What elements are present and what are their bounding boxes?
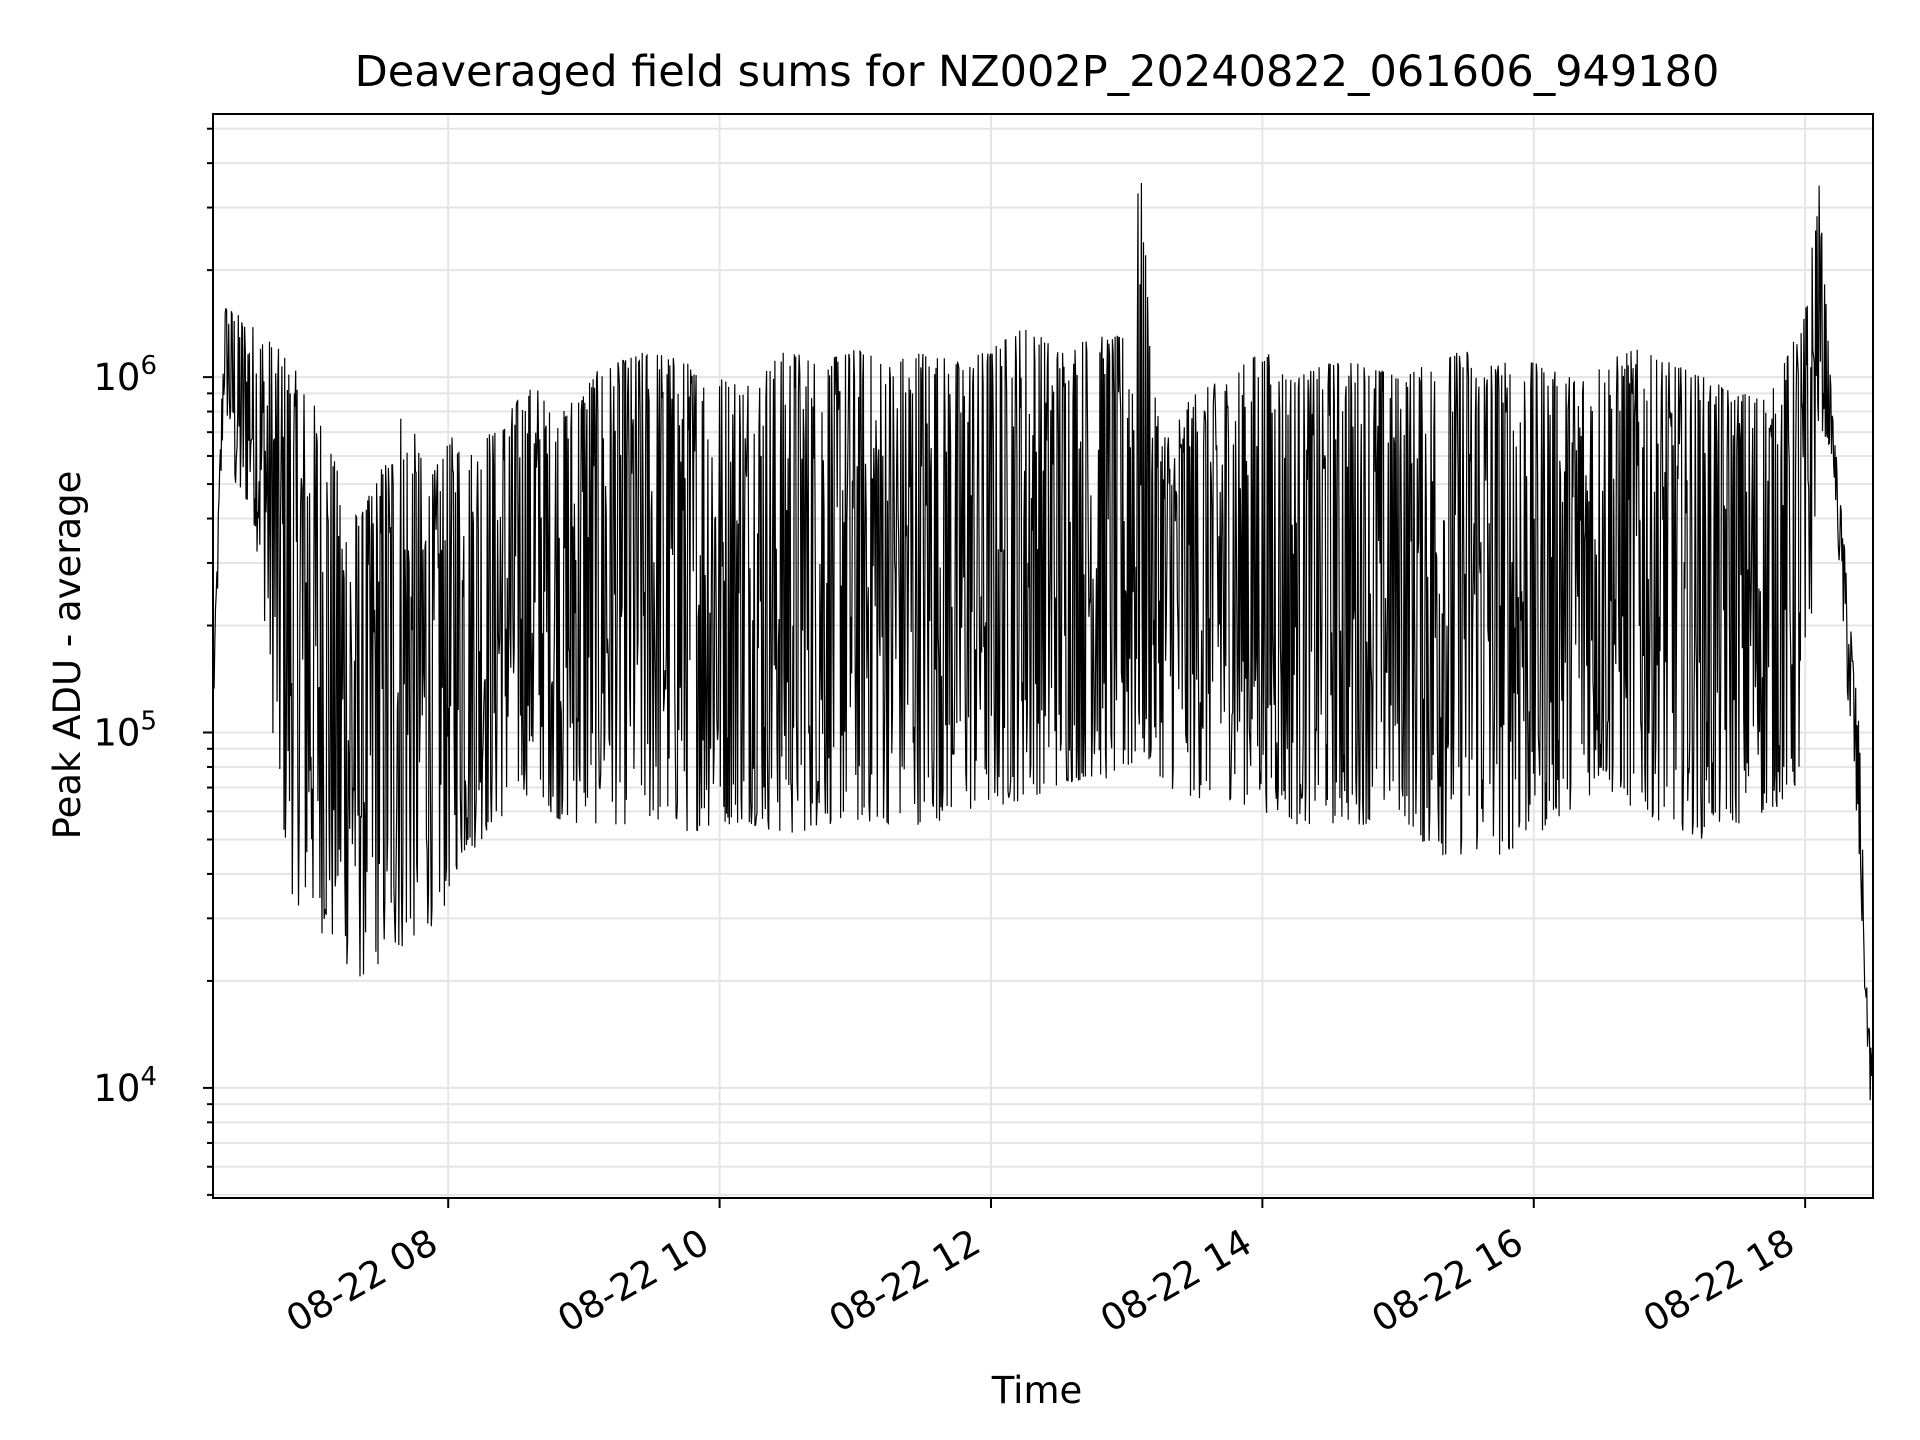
y-tick-label: 105 <box>93 707 157 755</box>
axes <box>203 113 1874 1208</box>
grid-lines <box>213 114 1873 1198</box>
y-tick-exponent: 6 <box>140 351 157 381</box>
y-tick-label: 104 <box>93 1062 157 1110</box>
y-axis-label: Peak ADU - average <box>46 471 89 840</box>
y-tick-exponent: 4 <box>140 1062 157 1092</box>
chart-title: Deaveraged field sums for NZ002P_2024082… <box>355 47 1720 97</box>
y-tick-label: 106 <box>93 351 157 399</box>
series-line-path <box>213 182 1874 1101</box>
series-line <box>213 182 1874 1101</box>
plot-frame <box>212 113 1874 1199</box>
x-axis-label: Time <box>991 1369 1083 1412</box>
y-tick-exponent: 5 <box>140 707 157 737</box>
